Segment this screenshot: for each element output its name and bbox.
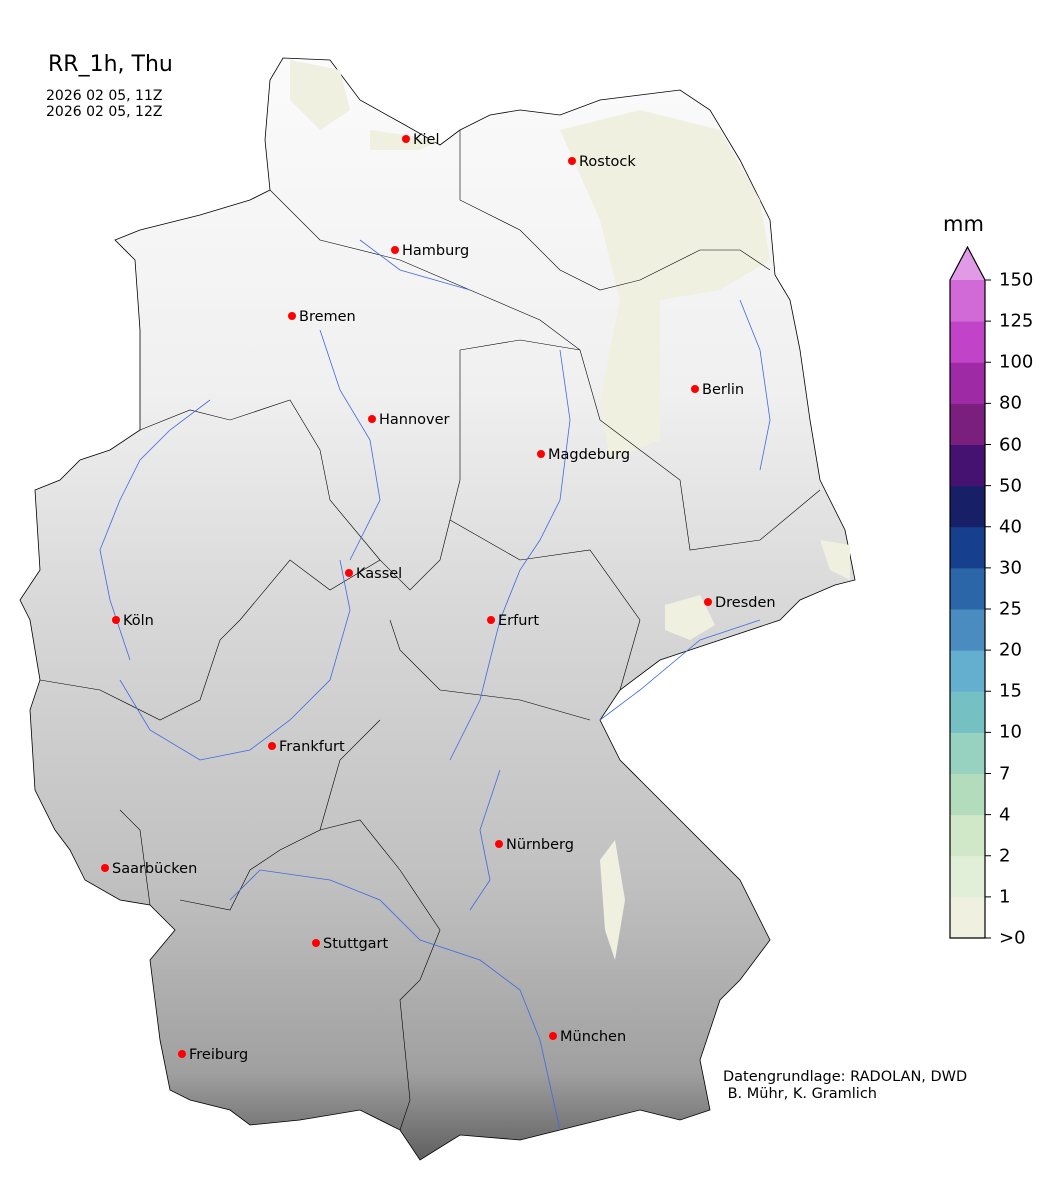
colorbar-segment <box>950 403 985 445</box>
colorbar-frame <box>949 245 986 939</box>
city-freiburg: Freiburg <box>178 1047 248 1063</box>
city-berlin: Berlin <box>691 382 744 398</box>
time-end: 2026 02 05, 12Z <box>46 104 163 120</box>
colorbar-tick-label: 20 <box>999 639 1022 661</box>
city-marker <box>312 939 320 947</box>
colorbar-segment <box>950 609 985 651</box>
city-marker <box>368 415 376 423</box>
city-marker <box>495 840 503 848</box>
rivers <box>99 239 771 1131</box>
colorbar-tick-label: 4 <box>999 804 1011 826</box>
colorbar <box>949 245 991 939</box>
colorbar-tick-label: 30 <box>999 557 1022 579</box>
city-marker <box>704 598 712 606</box>
colorbar-tick-label: 15 <box>999 680 1022 702</box>
colorbar-tick-label: 10 <box>999 721 1022 743</box>
city-bremen: Bremen <box>288 309 356 325</box>
state-borders <box>39 130 821 1131</box>
colorbar-segment <box>950 773 985 816</box>
city-stuttgart: Stuttgart <box>312 936 388 952</box>
city-marker <box>537 450 545 458</box>
colorbar-tick-label: 125 <box>999 310 1034 332</box>
colorbar-tick-label: 150 <box>999 269 1034 291</box>
city-magdeburg: Magdeburg <box>537 447 630 463</box>
colorbar-segment <box>950 567 985 610</box>
city-marker <box>568 157 576 165</box>
city-frankfurt: Frankfurt <box>268 739 345 755</box>
colorbar-segment <box>950 321 985 363</box>
city-nuernberg: Nürnberg <box>495 837 574 853</box>
city-marker <box>402 135 410 143</box>
colorbar-segment <box>950 280 985 322</box>
colorbar-unit: mm <box>943 212 984 236</box>
city-marker <box>178 1050 186 1058</box>
colorbar-tick-label: 100 <box>999 351 1034 373</box>
city-marker <box>112 616 120 624</box>
city-hannover: Hannover <box>368 412 450 428</box>
colorbar-segment <box>950 896 985 939</box>
city-marker <box>691 385 699 393</box>
colorbar-segment <box>950 650 985 692</box>
colorbar-tick-label: >0 <box>999 927 1026 949</box>
city-marker <box>345 569 353 577</box>
city-marker <box>268 742 276 750</box>
map-title: RR_1h, Thu <box>48 52 173 77</box>
city-marker <box>487 616 495 624</box>
city-kiel: Kiel <box>402 132 440 148</box>
city-muenchen: München <box>549 1029 626 1045</box>
colorbar-extend-arrow <box>950 247 985 280</box>
colorbar-segment <box>950 732 985 774</box>
colorbar-tick-label: 50 <box>999 475 1022 497</box>
colorbar-tick-label: 1 <box>999 886 1011 908</box>
city-marker <box>101 864 109 872</box>
city-hamburg: Hamburg <box>391 243 469 259</box>
colorbar-segment <box>950 362 985 404</box>
colorbar-tick-label: 25 <box>999 598 1022 620</box>
time-start: 2026 02 05, 11Z <box>46 88 163 104</box>
colorbar-segment <box>950 691 985 733</box>
colorbar-tick-label: 2 <box>999 845 1011 867</box>
city-marker <box>549 1032 557 1040</box>
colorbar-tick-label: 60 <box>999 434 1022 455</box>
city-erfurt: Erfurt <box>487 613 539 629</box>
city-saarbruecken: Saarbücken <box>101 861 197 877</box>
colorbar-segment <box>950 855 985 898</box>
city-rostock: Rostock <box>568 154 636 170</box>
colorbar-tick-label: 80 <box>999 392 1022 414</box>
city-kassel: Kassel <box>345 566 402 582</box>
colorbar-tick-label: 40 <box>999 516 1022 538</box>
colorbar-tick-label: 7 <box>999 763 1011 784</box>
colorbar-segment <box>950 485 985 528</box>
colorbar-segment <box>950 526 985 569</box>
precip-areas <box>290 60 850 960</box>
data-credit: Datengrundlage: RADOLAN, DWD B. Mühr, K.… <box>723 1069 968 1102</box>
city-marker <box>288 312 296 320</box>
colorbar-segment <box>950 444 985 487</box>
city-dresden: Dresden <box>704 595 776 611</box>
colorbar-segment <box>950 814 985 857</box>
city-koeln: Köln <box>112 613 154 629</box>
city-marker <box>391 246 399 254</box>
